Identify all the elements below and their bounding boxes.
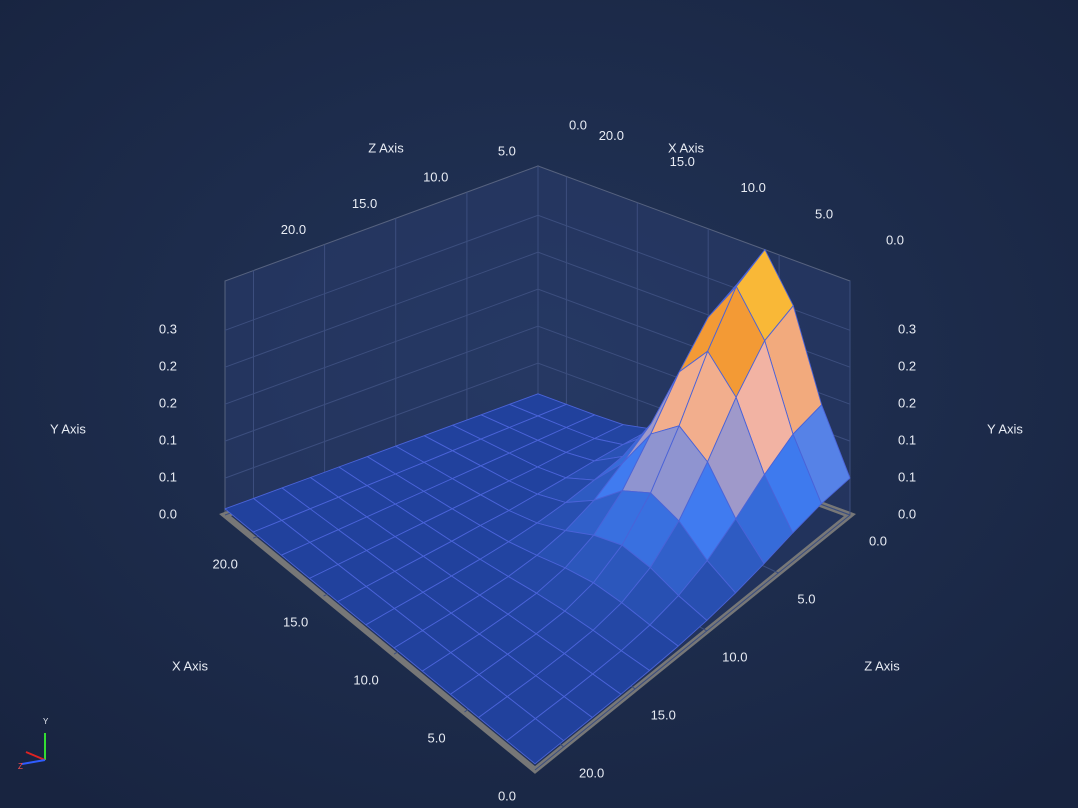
x-tick-label: 15.0: [670, 154, 695, 169]
z-axis-title: Z Axis: [368, 140, 404, 155]
z-tick-label: 15.0: [651, 707, 676, 722]
x-tick-label: 5.0: [815, 206, 833, 221]
y-tick-label: 0.0: [159, 506, 177, 521]
y-tick-label: 0.2: [898, 359, 916, 374]
y-tick-label: 0.2: [159, 396, 177, 411]
z-tick-label: 20.0: [579, 765, 604, 780]
surface-cell: [506, 718, 565, 765]
z-tick-label: 0.0: [569, 117, 587, 132]
gizmo-x: [25, 751, 46, 761]
plot: [219, 165, 856, 774]
x-axis-title: X Axis: [172, 658, 209, 673]
y-tick-label: 0.3: [898, 322, 916, 337]
x-tick-label: 20.0: [213, 557, 238, 572]
z-tick-label: 5.0: [797, 591, 815, 606]
x-tick-label: 0.0: [886, 232, 904, 247]
x-tick-label: 5.0: [428, 730, 446, 745]
x-tick-label: 10.0: [353, 673, 378, 688]
y-tick-label: 0.2: [898, 396, 916, 411]
z-tick-label: 0.0: [869, 533, 887, 548]
y-tick-label: 0.1: [159, 433, 177, 448]
z-axis-title: Z Axis: [864, 658, 900, 673]
y-tick-label: 0.1: [898, 469, 916, 484]
x-axis-title: X Axis: [668, 140, 705, 155]
z-tick-label: 10.0: [423, 170, 448, 185]
y-tick-label: 0.2: [159, 359, 177, 374]
y-tick-label: 0.1: [898, 433, 916, 448]
y-axis-title: Y Axis: [987, 421, 1023, 436]
y-tick-label: 0.3: [159, 322, 177, 337]
gizmo-label: Y: [43, 717, 49, 726]
y-tick-label: 0.0: [898, 506, 916, 521]
z-tick-label: 15.0: [352, 196, 377, 211]
y-tick-label: 0.1: [159, 469, 177, 484]
z-tick-label: 10.0: [722, 649, 747, 664]
x-tick-label: 10.0: [741, 180, 766, 195]
gizmo-label: Z: [18, 762, 23, 771]
z-tick-label: 20.0: [281, 222, 306, 237]
x-tick-label: 20.0: [599, 128, 624, 143]
x-tick-label: 0.0: [498, 788, 516, 803]
x-tick-label: 15.0: [283, 615, 308, 630]
axis-gizmo: Y Z: [18, 717, 49, 771]
gizmo-z: [21, 759, 46, 765]
y-axis-title: Y Axis: [50, 421, 86, 436]
z-tick-label: 5.0: [498, 144, 516, 159]
